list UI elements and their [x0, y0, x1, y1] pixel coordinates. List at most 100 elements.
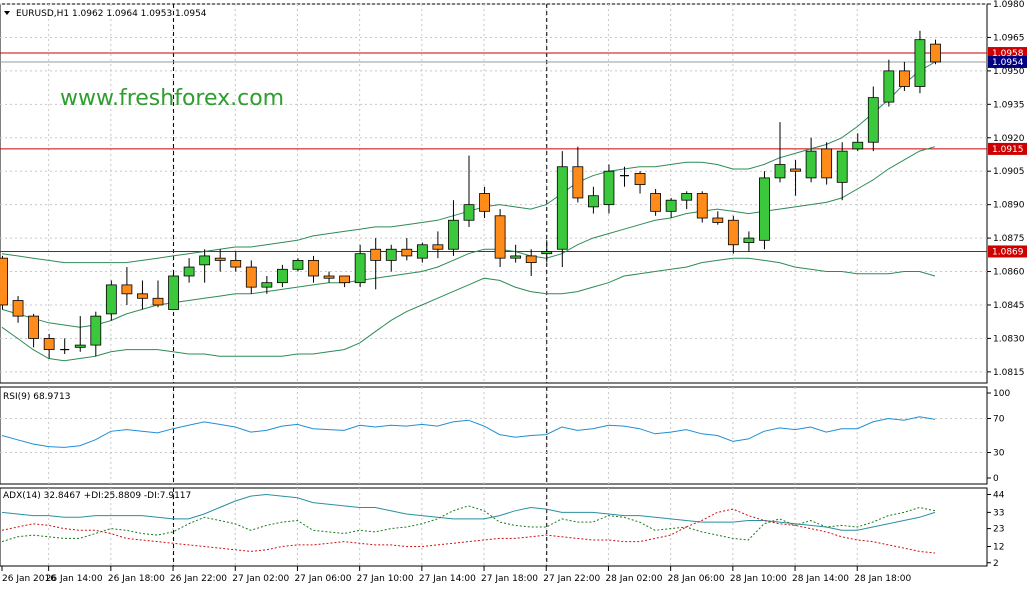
candle-body: [12, 300, 24, 317]
time-axis-label: 28 Jan 02:00: [605, 574, 662, 584]
candle-body: [152, 297, 164, 306]
candle: [805, 137, 817, 183]
candle-body: [836, 150, 848, 183]
candle: [416, 242, 428, 263]
candle-body: [28, 315, 40, 339]
candle-body: [883, 70, 895, 103]
candle-body: [401, 248, 413, 257]
candle-body: [852, 141, 864, 150]
candle: [899, 61, 910, 91]
candle: [634, 171, 646, 194]
candle: [774, 122, 786, 183]
adx-main-line: [1, 493, 936, 531]
rsi-line: [1, 416, 936, 448]
price-tick-label: 1.0890: [993, 201, 1025, 211]
price-tick-label: 1.0845: [993, 301, 1025, 311]
candle-body: [930, 43, 941, 63]
candle: [510, 244, 522, 263]
candle: [836, 142, 848, 201]
bollinger-lower-line: [1, 257, 936, 362]
candle: [930, 39, 941, 65]
rsi-tick-label: 30: [993, 449, 1005, 459]
rsi-tick-label: 100: [993, 389, 1010, 399]
candle: [727, 215, 739, 254]
candle: [276, 264, 288, 288]
candle: [230, 251, 242, 272]
candle-body: [588, 195, 599, 208]
candle: [261, 275, 273, 294]
candle-body: [759, 177, 770, 241]
candle-body: [245, 266, 257, 288]
candle: [883, 59, 895, 107]
rsi-label: RSI(9) 68.9713: [3, 392, 70, 402]
level-price-label: 1.0958: [992, 49, 1024, 59]
candle-body: [556, 166, 568, 250]
candle-body: [510, 255, 522, 259]
candle-body: [821, 148, 833, 179]
time-axis-label: 27 Jan 22:00: [543, 574, 600, 584]
time-axis-label: 27 Jan 02:00: [232, 574, 289, 584]
candle-body: [805, 150, 817, 179]
rsi-panel: [0, 386, 988, 485]
candle-body: [137, 293, 148, 299]
candle-body: [727, 219, 739, 246]
candle-body: [899, 70, 910, 87]
candle-body: [650, 193, 661, 212]
candle: [494, 209, 506, 268]
price-tick-label: 1.0980: [993, 0, 1025, 10]
candle-body: [339, 275, 351, 284]
adx-tick-label: 33: [993, 508, 1004, 518]
candle-body: [292, 259, 304, 270]
candle-body: [494, 215, 506, 259]
watermark: www.freshforex.com: [60, 86, 284, 111]
candle-body: [743, 237, 755, 243]
candle: [401, 238, 413, 261]
candle: [588, 186, 599, 214]
candle-body: [603, 170, 615, 206]
candle: [448, 200, 459, 256]
price-tick-label: 1.0905: [993, 167, 1025, 177]
time-axis-label: 27 Jan 10:00: [357, 574, 414, 584]
level-price-label: 1.0915: [992, 145, 1024, 155]
candle-body: [432, 244, 444, 250]
candle-body: [105, 284, 117, 315]
time-axis-label: 28 Jan 14:00: [792, 574, 849, 584]
candle-body: [463, 204, 475, 221]
candle: [541, 240, 553, 263]
candle: [525, 249, 537, 276]
current-price-tag: [988, 55, 1027, 68]
candle: [168, 271, 179, 310]
candle: [712, 211, 724, 225]
candle: [137, 280, 148, 310]
candle: [696, 191, 708, 223]
candle: [214, 249, 226, 272]
candle-body: [572, 166, 584, 199]
candle: [12, 296, 24, 323]
candle: [0, 255, 8, 310]
candle: [572, 146, 584, 203]
candle: [852, 133, 864, 152]
candle: [370, 238, 382, 290]
candle: [914, 30, 926, 94]
candle-body: [634, 173, 646, 185]
time-axis-label: 28 Jan 06:00: [668, 574, 725, 584]
candle: [867, 86, 879, 152]
candle-body: [712, 217, 724, 223]
level-price-tag: [988, 142, 1027, 155]
candle-body: [168, 275, 179, 310]
candle-body: [696, 193, 708, 219]
candle-body: [541, 251, 553, 255]
candle: [28, 313, 40, 348]
candle: [821, 142, 833, 185]
dropdown-triangle-icon: [4, 11, 10, 15]
candle-body: [121, 284, 133, 295]
current-price-label: 1.0954: [992, 58, 1024, 68]
candle-body: [90, 315, 102, 346]
price-tick-label: 1.0830: [993, 334, 1025, 344]
candle: [183, 258, 195, 283]
price-tick-label: 1.0950: [993, 67, 1025, 77]
candle-body: [323, 275, 335, 279]
candle: [681, 191, 693, 210]
candle: [339, 275, 351, 288]
candle-body: [74, 344, 86, 348]
